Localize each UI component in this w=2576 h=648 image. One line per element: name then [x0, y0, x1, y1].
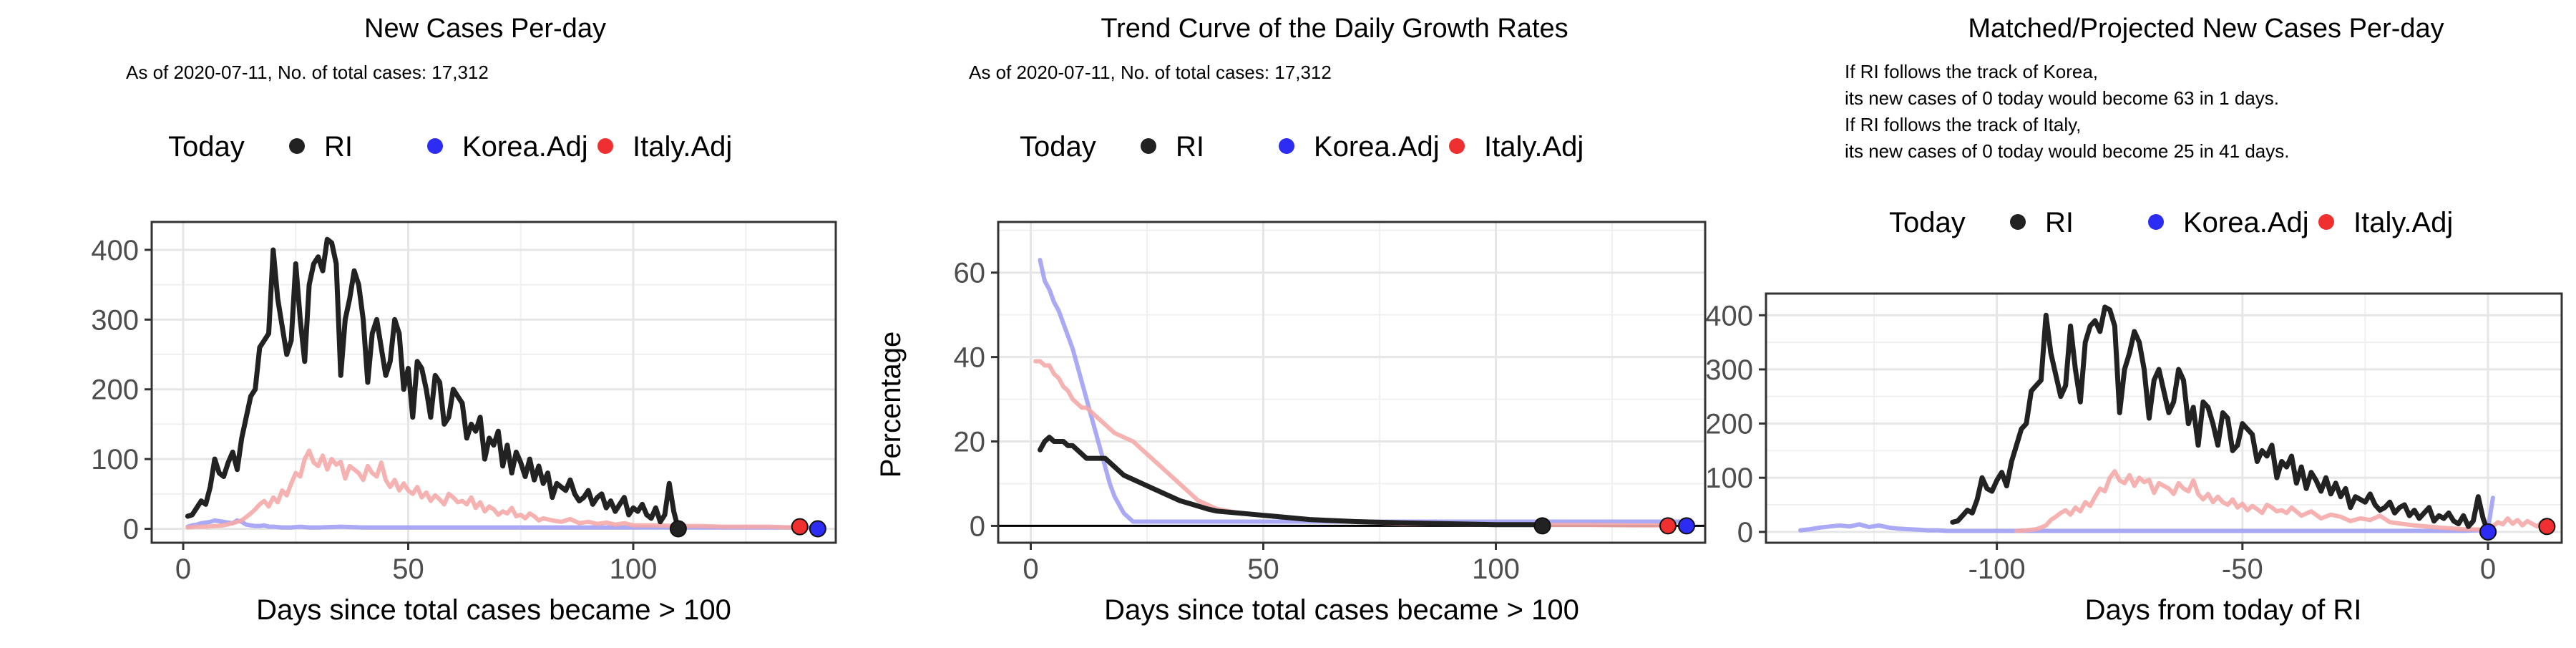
legend-label-italy-adj: Italy.Adj — [1484, 131, 1584, 163]
today-point-ri — [1533, 517, 1551, 535]
chart-subtitle-line: its new cases of 0 today would become 63… — [1845, 87, 2279, 109]
y-tick-label: 300 — [91, 304, 139, 336]
y-tick-label: 400 — [1705, 300, 1753, 332]
plot-area: 0 50 100 0 20 40 60 — [954, 221, 1707, 585]
legend-label-korea-adj: Korea.Adj — [2183, 207, 2309, 238]
today-point-italy-adj — [1659, 517, 1677, 535]
y-tick-label: 200 — [1705, 409, 1753, 440]
legend-label-ri: RI — [324, 131, 353, 163]
y-tick-label: 400 — [91, 235, 139, 266]
y-tick-label: 200 — [91, 374, 139, 406]
x-axis-label: Days since total cases became > 100 — [1104, 594, 1579, 626]
legend: Today RI Korea.Adj Italy.Adj — [168, 131, 732, 163]
legend-label-ri: RI — [2045, 207, 2074, 238]
series-line-ri — [1950, 304, 2491, 535]
x-tick-label: 0 — [175, 553, 191, 585]
plot-border — [997, 221, 1707, 544]
x-tick-label: -100 — [1968, 553, 2026, 585]
legend-key-ri — [289, 138, 305, 154]
chart-subtitle-line: As of 2020-07-11, No. of total cases: 17… — [969, 62, 1332, 83]
x-tick-label: 50 — [392, 553, 424, 585]
legend-label-korea-adj: Korea.Adj — [462, 131, 588, 163]
series-line-ri — [185, 236, 681, 531]
legend-label-ri: RI — [1176, 131, 1204, 163]
y-axis-label: Percentage — [875, 332, 907, 478]
chart-subtitle-line: If RI follows the track of Korea, — [1845, 61, 2098, 82]
series-line-italy-adj — [2014, 469, 2550, 533]
x-tick-label: -50 — [2222, 553, 2263, 585]
panel-projected-cases: Matched/Projected New Cases Per-day If R… — [1705, 14, 2563, 626]
plot-border — [150, 221, 837, 544]
legend-label-italy-adj: Italy.Adj — [633, 131, 732, 163]
today-point-korea-adj — [1678, 517, 1695, 535]
legend: Today RI Korea.Adj Italy.Adj — [1889, 207, 2453, 238]
y-tick-label: 0 — [1737, 517, 1753, 548]
legend-key-italy-adj — [1449, 138, 1465, 154]
plot-border — [1765, 292, 2563, 544]
chart-subtitle-line: If RI follows the track of Italy, — [1845, 114, 2081, 135]
chart-title: Matched/Projected New Cases Per-day — [1968, 14, 2444, 44]
x-tick-label: 100 — [610, 553, 658, 585]
legend-key-korea-adj — [2148, 214, 2164, 230]
panel-growth-rates: Trend Curve of the Daily Growth Rates As… — [875, 14, 1707, 626]
y-tick-label: 300 — [1705, 354, 1753, 386]
legend-key-italy-adj — [2318, 214, 2334, 230]
panel-new-cases: New Cases Per-day As of 2020-07-11, No. … — [91, 14, 837, 626]
series-line-italy-adj — [185, 448, 802, 530]
series-line-korea-adj — [1798, 495, 2495, 533]
chart-subtitle-line: As of 2020-07-11, No. of total cases: 17… — [126, 62, 489, 83]
series-line-ri — [1038, 435, 1545, 528]
y-tick-label: 100 — [91, 444, 139, 475]
legend-key-korea-adj — [1279, 138, 1294, 154]
legend-key-italy-adj — [597, 138, 613, 154]
y-tick-label: 0 — [123, 514, 139, 546]
x-tick-label: 0 — [2480, 553, 2496, 585]
legend-key-korea-adj — [427, 138, 443, 154]
chart-title: New Cases Per-day — [364, 14, 606, 44]
today-point-korea-adj — [2479, 523, 2497, 541]
x-tick-label: 100 — [1472, 553, 1520, 585]
y-tick-label: 20 — [954, 427, 986, 458]
chart-title: Trend Curve of the Daily Growth Rates — [1101, 14, 1568, 44]
legend-title: Today — [168, 131, 245, 163]
y-tick-label: 0 — [970, 511, 985, 542]
x-tick-label: 0 — [1023, 553, 1038, 585]
legend-title: Today — [1020, 131, 1096, 163]
x-axis-label: Days since total cases became > 100 — [256, 594, 731, 626]
series-line-italy-adj — [1033, 359, 1670, 528]
legend-key-ri — [2010, 214, 2026, 230]
y-tick-label: 100 — [1705, 463, 1753, 494]
legend-title: Today — [1889, 207, 1966, 238]
y-tick-label: 60 — [954, 258, 986, 289]
plot-area: 0 50 100 0 100 200 300 400 — [91, 221, 837, 585]
plot-area: -100 -50 0 0 100 200 300 400 — [1705, 292, 2563, 585]
legend-key-ri — [1141, 138, 1156, 154]
legend-label-korea-adj: Korea.Adj — [1314, 131, 1440, 163]
chart-subtitle-line: its new cases of 0 today would become 25… — [1845, 140, 2289, 162]
legend: Today RI Korea.Adj Italy.Adj — [1020, 131, 1584, 163]
today-point-ri — [669, 520, 687, 538]
legend-label-italy-adj: Italy.Adj — [2353, 207, 2453, 238]
today-point-korea-adj — [809, 520, 826, 538]
x-axis-label: Days from today of RI — [2085, 594, 2362, 626]
y-tick-label: 40 — [954, 342, 986, 374]
x-tick-label: 50 — [1247, 553, 1279, 585]
series-line-korea-adj — [1038, 258, 1684, 524]
today-point-italy-adj — [2538, 518, 2556, 536]
today-point-italy-adj — [791, 518, 809, 536]
